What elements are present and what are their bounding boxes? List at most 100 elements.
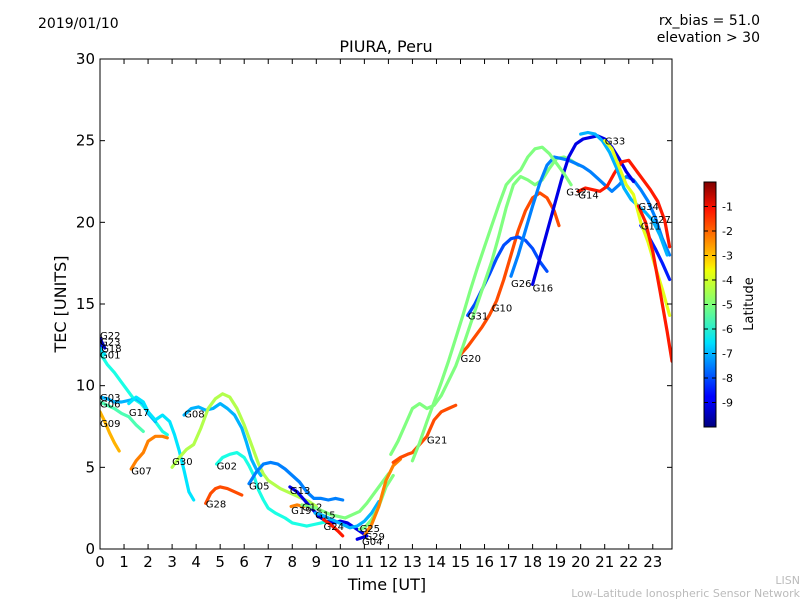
series-label-g05: G05: [249, 481, 269, 492]
series-g12: [300, 472, 390, 520]
x-tick-label: 15: [451, 553, 470, 571]
x-tick-label: 22: [619, 553, 638, 571]
chart-title: PIURA, Peru: [339, 37, 433, 56]
x-tick-label: 7: [263, 553, 273, 571]
rx-bias-label: rx_bias = 51.0: [658, 13, 760, 29]
series-g30: [170, 392, 318, 509]
y-tick-label: 0: [85, 540, 95, 558]
series-g08: [182, 402, 263, 478]
series-label-g03: G03: [100, 393, 120, 404]
series-g10: [389, 155, 580, 456]
series-g14: [576, 158, 672, 249]
series-label-g04: G04: [362, 537, 382, 548]
x-tick-label: 18: [523, 553, 542, 571]
series-label-g07: G07: [131, 467, 151, 478]
series-label-g09: G09: [100, 419, 120, 430]
x-tick-label: 6: [239, 553, 249, 571]
series-g05: [247, 460, 345, 502]
colorbar-tick-label: -3: [722, 250, 733, 263]
series-label-g34: G34: [638, 202, 658, 213]
y-tick-label: 30: [76, 50, 95, 68]
series-label-g10: G10: [492, 303, 512, 314]
series-label-g25: G25: [360, 524, 380, 535]
series-g18: [100, 346, 107, 357]
series-label-g29: G29: [364, 532, 384, 543]
series-label-g15: G15: [315, 511, 335, 522]
x-tick-label: 23: [643, 553, 662, 571]
series-g29: [362, 457, 402, 538]
series-layer: [100, 130, 672, 541]
series-g27: [579, 130, 669, 257]
series-g26: [509, 155, 672, 278]
plot-parameters: rx_bias = 51.0 elevation > 30: [657, 13, 760, 47]
colorbar-tick-label: -8: [722, 372, 733, 385]
colorbar-tick-label: -9: [722, 397, 733, 410]
series-label-g16: G16: [533, 284, 553, 295]
colorbar-tick-label: -5: [722, 299, 733, 312]
colorbar-ticks: -1 -2 -3 -4 -5 -6 -7 -8 -9: [704, 201, 733, 410]
series-g21: [391, 403, 458, 464]
series-label-g08: G08: [184, 409, 204, 420]
series-label-g14: G14: [578, 191, 598, 202]
series-g07: [129, 434, 169, 471]
series-label-g01: G01: [100, 351, 120, 362]
footer-logo-text: LISN: [775, 574, 800, 587]
series-label-g30: G30: [172, 457, 192, 468]
series-label-g20: G20: [461, 354, 481, 365]
series-label-g31: G31: [468, 311, 488, 322]
colorbar-tick-label: -4: [722, 274, 733, 287]
x-tick-label: 12: [379, 553, 398, 571]
axis-layer: 0 1 2 3 4 5 6 7 8 9 10 11 12 13 14 15 16 17 18 19 20 21 22 2305…: [76, 50, 672, 571]
series-g17: [127, 395, 196, 502]
x-tick-label: 10: [331, 553, 350, 571]
series-g03: [100, 400, 145, 433]
x-tick-label: 16: [475, 553, 494, 571]
series-g24: [321, 518, 345, 538]
colorbar-label: Latitude: [742, 277, 757, 331]
elevation-label: elevation > 30: [656, 30, 760, 46]
x-tick-label: 8: [287, 553, 297, 571]
x-tick-label: 20: [571, 553, 590, 571]
series-label-g11: G11: [641, 222, 661, 233]
series-label-g22: G22: [100, 331, 120, 342]
footer: LISN Low-Latitude Ionospheric Sensor Net…: [571, 574, 800, 600]
y-tick-label: 5: [85, 458, 95, 476]
series-label-g24: G24: [324, 522, 344, 533]
series-label-g33: G33: [605, 137, 625, 148]
x-axis-label: Time [UT]: [347, 575, 426, 594]
series-g15: [313, 500, 381, 530]
series-g04: [355, 534, 369, 541]
y-tick-label: 10: [76, 377, 95, 395]
y-axis-label: TEC [UNITS]: [51, 256, 70, 354]
footer-network-name: Low-Latitude Ionospheric Sensor Network: [571, 587, 800, 600]
y-tick-label: 15: [76, 295, 95, 313]
series-g32: [410, 145, 573, 463]
series-label-g27: G27: [650, 215, 670, 226]
x-tick-label: 2: [143, 553, 153, 571]
series-g09: [100, 410, 121, 453]
x-tick-label: 17: [499, 553, 518, 571]
series-label-g13: G13: [290, 486, 310, 497]
series-label-g18: G18: [101, 344, 121, 355]
series-label-g17: G17: [129, 408, 149, 419]
x-tick-label: 0: [95, 553, 105, 571]
series-g02: [215, 451, 330, 528]
series-label-g02: G02: [217, 462, 237, 473]
x-tick-label: 19: [547, 553, 566, 571]
series-g22: [100, 336, 107, 350]
series-g16: [531, 134, 636, 286]
y-tick-label: 25: [76, 132, 95, 150]
x-tick-label: 11: [355, 553, 374, 571]
colorbar-tick-label: -2: [722, 225, 733, 238]
colorbar-tick-label: -7: [722, 348, 733, 361]
x-tick-label: 1: [119, 553, 129, 571]
x-tick-label: 4: [191, 553, 201, 571]
colorbar-tick-label: -6: [722, 323, 733, 336]
series-label-g32: G32: [566, 187, 586, 198]
series-g28: [204, 485, 244, 505]
series-label-g26: G26: [511, 279, 531, 290]
plot-date: 2019/01/10: [38, 16, 119, 32]
